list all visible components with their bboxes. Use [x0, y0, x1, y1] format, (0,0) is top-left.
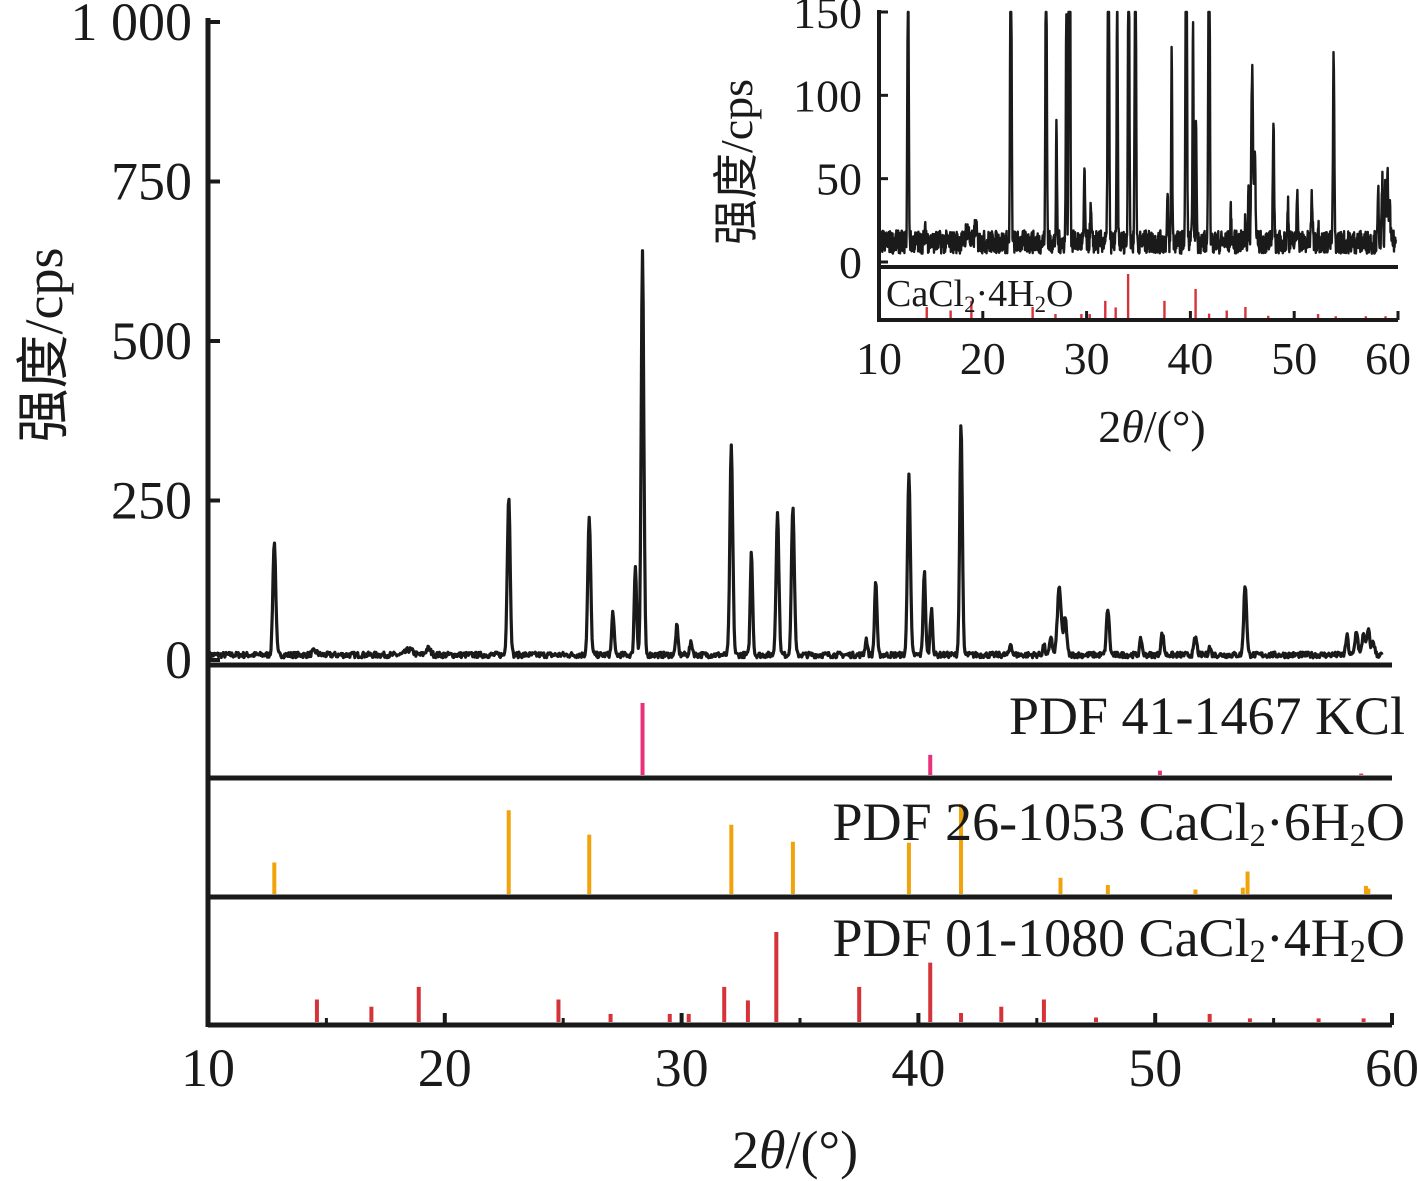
x-tick-label: 10: [181, 1038, 235, 1098]
inset-y-tick-label: 50: [816, 154, 862, 205]
x-tick-label: 50: [1128, 1038, 1182, 1098]
y-tick-label: 1 000: [71, 0, 193, 52]
reference-label: PDF 41-1467 KCl: [1009, 686, 1405, 746]
x-tick-label: 60: [1365, 1038, 1417, 1098]
inset-reference-pattern: CaCl2·4H2O: [886, 273, 1387, 318]
inset-x-tick-label: 20: [960, 333, 1006, 384]
inset-x-tick-label: 30: [1064, 333, 1110, 384]
inset-tick-labels: 0 50 100 150 10 20 30 40 50 60: [793, 0, 1411, 384]
inset-reference-label: CaCl2·4H2O: [886, 273, 1074, 317]
inset-y-tick-label: 100: [793, 70, 862, 121]
main-axes: [205, 18, 1392, 1028]
inset-axes: [877, 10, 1398, 322]
sample-pattern-line: [207, 249, 1384, 660]
inset-x-tick-label: 60: [1365, 333, 1411, 384]
main-plot: PDF 41-1467 KCl PDF 26-1053 CaCl2·6H2O PDF…: [14, 0, 1417, 1180]
reference-pattern: PDF 01-1080 CaCl2·4H2O: [314, 908, 1405, 1022]
reference-label: PDF 01-1080 CaCl2·4H2O: [833, 908, 1405, 970]
x-tick-label: 40: [891, 1038, 945, 1098]
main-pattern-layer: [207, 249, 1384, 660]
y-axis-title: 强度/cps: [14, 248, 74, 443]
inset-y-axis-title: 强度/cps: [711, 79, 762, 245]
y-tick-label: 0: [165, 630, 192, 690]
y-tick-label: 500: [111, 311, 192, 371]
y-tick-label: 750: [111, 152, 192, 212]
inset-y-tick-label: 150: [793, 0, 862, 38]
inset-x-tick-label: 50: [1271, 333, 1317, 384]
reference-patterns: PDF 41-1467 KCl PDF 26-1053 CaCl2·6H2O PDF…: [272, 686, 1405, 1022]
reference-pattern: PDF 41-1467 KCl: [640, 686, 1405, 775]
inset-pattern-layer: [878, 10, 1397, 255]
inset-x-axis-title: 2θ/(°): [1098, 401, 1205, 452]
inset-x-tick-label: 10: [856, 333, 902, 384]
reference-pattern: PDF 26-1053 CaCl2·6H2O: [272, 792, 1405, 894]
x-axis-title: 2θ/(°): [732, 1120, 858, 1180]
x-tick-label: 30: [655, 1038, 709, 1098]
x-tick-label: 20: [418, 1038, 472, 1098]
inset-x-tick-label: 40: [1167, 333, 1213, 384]
inset-y-tick-label: 0: [839, 237, 862, 288]
reference-label: PDF 26-1053 CaCl2·6H2O: [833, 792, 1405, 854]
y-tick-label: 250: [111, 471, 192, 531]
inset-pattern-line: [878, 10, 1397, 255]
